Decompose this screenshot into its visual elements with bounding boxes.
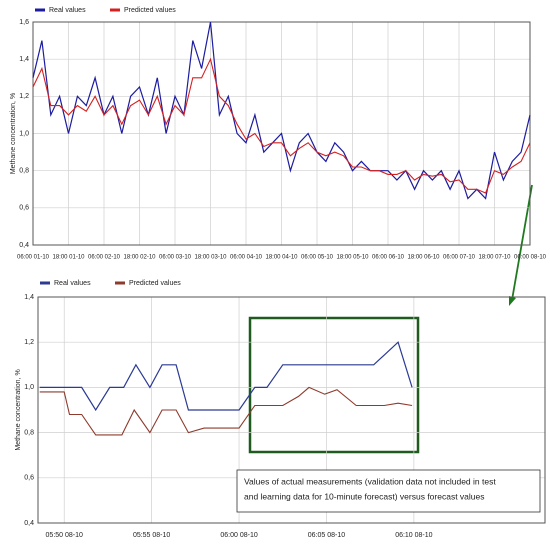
x-tick-label: 18:00 04-10	[265, 255, 298, 261]
highlight-box	[248, 316, 420, 454]
x-tick-label: 05:55 08-10	[133, 532, 170, 539]
series-line	[32, 21, 531, 200]
y-tick-label: 1,2	[19, 93, 29, 100]
series-line	[39, 341, 413, 412]
y-axis-label: Methane concentration, %	[15, 369, 22, 450]
plot-frame	[37, 296, 546, 524]
legend-label: Predicted values	[129, 280, 181, 287]
legend-label: Real values	[49, 7, 86, 14]
x-tick-label: 06:00 07-10	[443, 255, 476, 261]
x-tick-label: 06:00 02-10	[88, 255, 121, 261]
series-line	[39, 386, 413, 436]
x-tick-label: 06:00 08-10	[514, 255, 547, 261]
y-tick-label: 1,4	[24, 294, 34, 301]
arrow	[511, 184, 533, 301]
x-tick-label: 06:00 05-10	[301, 255, 334, 261]
x-tick-label: 06:00 01-10	[17, 255, 50, 261]
y-tick-label: 1,2	[24, 339, 34, 346]
legend-label: Predicted values	[124, 7, 176, 14]
y-tick-label: 0,8	[24, 429, 34, 436]
x-tick-label: 18:00 05-10	[336, 255, 369, 261]
x-tick-label: 05:50 08-10	[46, 532, 83, 539]
annotation-box	[236, 469, 541, 513]
annotation: Values of actual measurements (validatio…	[244, 476, 496, 486]
x-tick-label: 18:00 02-10	[123, 255, 156, 261]
series-line	[32, 57, 531, 194]
arrow-head	[509, 296, 516, 306]
y-tick-label: 0,6	[19, 205, 29, 212]
y-tick-label: 0,6	[24, 475, 34, 482]
y-axis-label: Methane concentration, %	[10, 93, 17, 174]
x-tick-label: 06:00 03-10	[159, 255, 192, 261]
annotation: and learning data for 10-minute forecast…	[244, 491, 485, 501]
y-tick-label: 0,8	[19, 168, 29, 175]
x-tick-label: 06:00 06-10	[372, 255, 405, 261]
y-tick-label: 1,0	[24, 384, 34, 391]
x-tick-label: 06:00 08-10	[220, 532, 257, 539]
y-tick-label: 1,0	[19, 130, 29, 137]
x-tick-label: 06:00 04-10	[230, 255, 263, 261]
y-tick-label: 0,4	[24, 520, 34, 527]
plot-frame	[32, 21, 531, 246]
y-tick-label: 0,4	[19, 242, 29, 249]
x-tick-label: 18:00 07-10	[478, 255, 511, 261]
x-tick-label: 18:00 06-10	[407, 255, 440, 261]
legend-label: Real values	[54, 280, 91, 287]
y-tick-label: 1,4	[19, 56, 29, 63]
y-tick-label: 1,6	[19, 19, 29, 26]
x-tick-label: 18:00 03-10	[194, 255, 227, 261]
x-tick-label: 06:10 08-10	[395, 532, 432, 539]
x-tick-label: 18:00 01-10	[52, 255, 85, 261]
x-tick-label: 06:05 08-10	[308, 532, 345, 539]
